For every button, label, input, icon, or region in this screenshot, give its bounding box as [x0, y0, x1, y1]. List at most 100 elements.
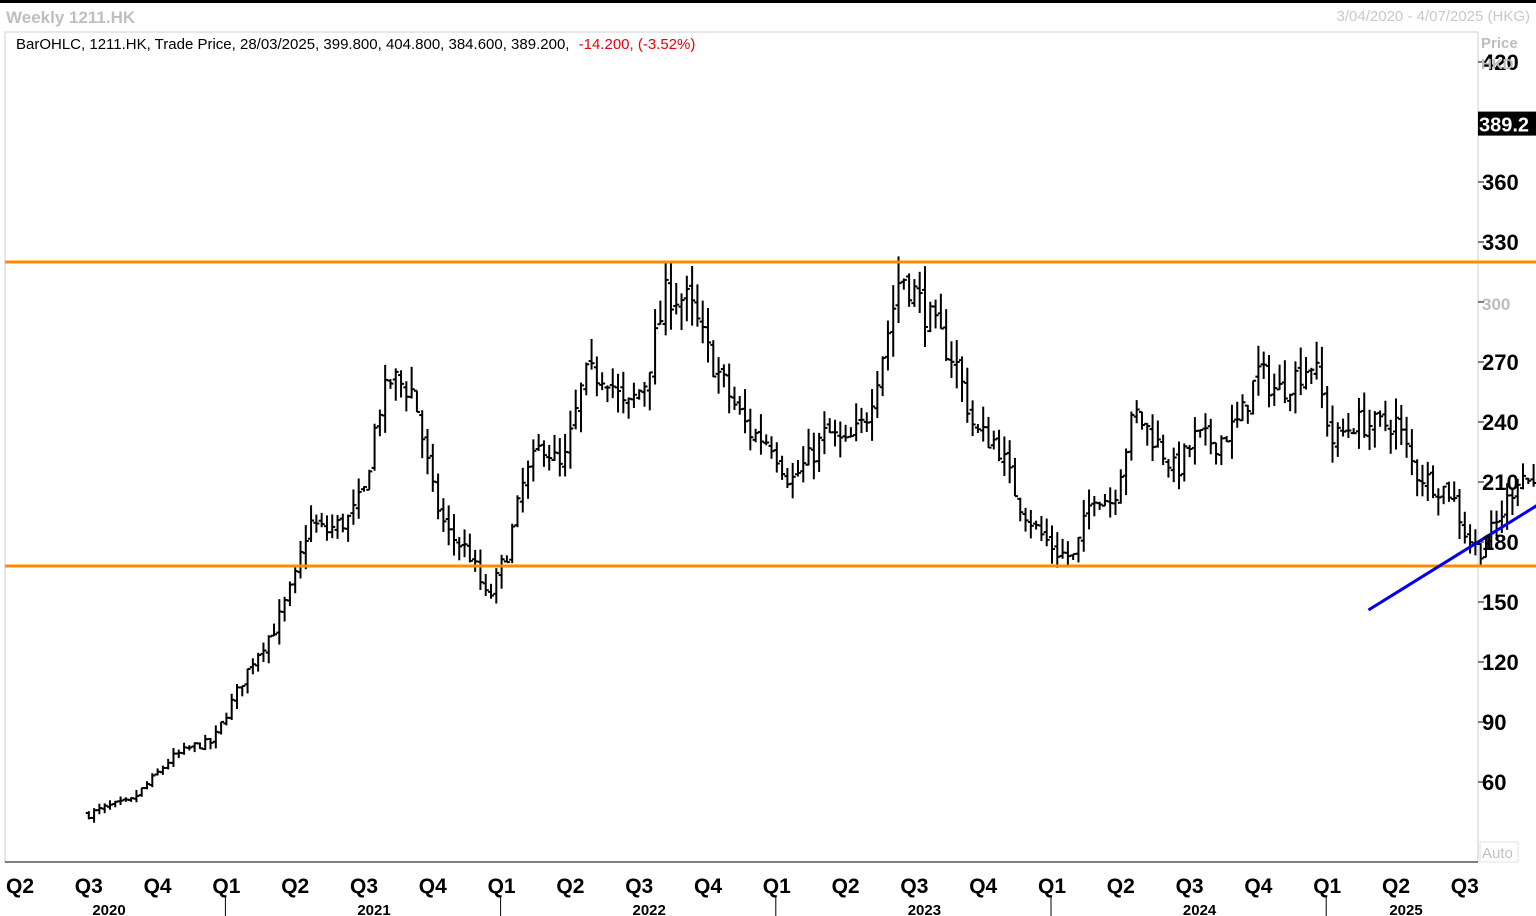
- ohlc-bar: [1382, 400, 1389, 432]
- ohlc-bar: [959, 356, 966, 402]
- ohlc-bar: [821, 411, 828, 455]
- ohlc-bar: [271, 623, 278, 637]
- date-range: 3/04/2020 - 4/07/2025 (HKG): [1336, 8, 1530, 25]
- ohlc-bar: [477, 549, 484, 591]
- ohlc-bar: [329, 514, 336, 539]
- ohlc-bar: [1022, 507, 1029, 532]
- ohlc-bar: [1281, 360, 1288, 404]
- ohlc-bar: [1430, 465, 1437, 499]
- ohlc-bar: [593, 356, 600, 397]
- ohlc-bar: [1202, 413, 1209, 446]
- ohlc-bar: [705, 308, 711, 363]
- ohlc-bar: [419, 410, 426, 459]
- x-quarter-label: Q3: [1176, 875, 1204, 898]
- auto-scale-label: Auto: [1482, 845, 1513, 862]
- ohlc-bar: [620, 371, 627, 414]
- y-tick-label: 210: [1482, 470, 1519, 495]
- ohlc-bar: [752, 428, 759, 443]
- ohlc-bar: [1393, 398, 1399, 450]
- y-tick-label: 330: [1482, 230, 1519, 255]
- ohlc-bar: [1292, 361, 1299, 414]
- ohlc-bar: [546, 444, 553, 471]
- ohlc-bar: [906, 273, 913, 307]
- x-year-label: 2021: [357, 902, 390, 916]
- ohlc-bar: [1154, 420, 1161, 448]
- x-quarter-label: Q2: [6, 875, 34, 898]
- ohlc-bar: [763, 434, 770, 446]
- ohlc-bar: [334, 515, 341, 539]
- ohlc-bar: [1096, 501, 1103, 510]
- ohlc-bar: [615, 373, 622, 413]
- ohlc-bar: [1112, 489, 1119, 515]
- ohlc-bar: [1482, 535, 1489, 559]
- ohlc-bar: [1260, 351, 1267, 379]
- ohlc-bar: [678, 293, 685, 331]
- ohlc-bar: [350, 489, 357, 525]
- ohlc-bar: [604, 385, 611, 403]
- ohlc-bar: [514, 495, 521, 528]
- uptrend-line[interactable]: [1367, 388, 1536, 612]
- ohlc-bar: [387, 379, 394, 389]
- ohlc-bar: [1324, 385, 1331, 437]
- ohlc-bar: [974, 424, 981, 434]
- ohlc-bar: [1477, 542, 1484, 566]
- ohlc-bar: [1514, 478, 1521, 507]
- ohlc-bar: [636, 389, 643, 400]
- ohlc-bar: [1520, 463, 1527, 490]
- x-quarter-label: Q2: [1107, 875, 1135, 898]
- ohlc-bar: [996, 429, 1003, 462]
- ohlc-bar: [1461, 511, 1468, 544]
- x-quarter-label: Q4: [969, 875, 997, 898]
- ohlc-bar: [1197, 428, 1204, 438]
- ohlc-bar: [466, 533, 473, 563]
- ohlc-bar: [1038, 516, 1045, 541]
- ohlc-bar: [1228, 404, 1235, 459]
- ohlc-bar: [413, 389, 420, 413]
- ohlc-bar: [1011, 457, 1018, 498]
- ohlc-bar: [361, 485, 367, 492]
- plot-area: [4, 31, 1479, 863]
- ohlc-bar: [1006, 440, 1013, 484]
- ohlc-bar: [1329, 405, 1336, 463]
- ohlc-bar: [911, 279, 918, 307]
- ohlc-bar: [302, 525, 309, 570]
- ohlc-bar: [249, 658, 256, 675]
- ohlc-bar: [218, 720, 225, 735]
- ohlc-bar: [662, 262, 669, 336]
- x-quarter-label: Q1: [488, 875, 516, 898]
- x-quarter-label: Q1: [1038, 875, 1066, 898]
- x-quarter-label: Q4: [419, 875, 447, 898]
- ohlc-bar: [1049, 525, 1055, 564]
- ohlc-bar: [1424, 461, 1431, 502]
- ohlc-bar: [937, 293, 944, 330]
- ohlc-bar: [694, 284, 701, 327]
- ohlc-bar: [355, 478, 362, 519]
- legend-text: BarOHLC, 1211.HK, Trade Price, 28/03/202…: [16, 36, 695, 53]
- ohlc-bar: [1456, 488, 1463, 540]
- x-year-label: 2023: [908, 902, 941, 916]
- y-tick-label: 60: [1482, 770, 1506, 795]
- ohlc-bar: [144, 781, 151, 790]
- ohlc-bar: [1345, 412, 1352, 439]
- ohlc-bar: [567, 410, 574, 469]
- ohlc-bar: [837, 421, 844, 458]
- ohlc-bar: [1451, 481, 1458, 502]
- ohlc-bar: [673, 283, 680, 315]
- ohlc-bar: [969, 400, 976, 437]
- ohlc-bar: [630, 382, 637, 408]
- x-quarter-label: Q4: [1244, 875, 1272, 898]
- ohlc-bar: [556, 438, 563, 477]
- ohlc-bar: [392, 368, 399, 401]
- ohlc-bar: [1350, 428, 1357, 435]
- last-price-badge: 389.2: [1478, 111, 1536, 137]
- ohlc-bar: [847, 427, 854, 438]
- ohlc-bar: [1144, 422, 1151, 446]
- ohlc-bar: [794, 460, 801, 477]
- ohlc-bar: [260, 642, 267, 663]
- auto-scale-button[interactable]: Auto: [1479, 841, 1519, 863]
- ohlc-bar: [1080, 499, 1087, 552]
- ohlc-bar: [832, 419, 839, 447]
- ohlc-bar: [858, 407, 865, 434]
- ohlc-bar: [948, 341, 955, 379]
